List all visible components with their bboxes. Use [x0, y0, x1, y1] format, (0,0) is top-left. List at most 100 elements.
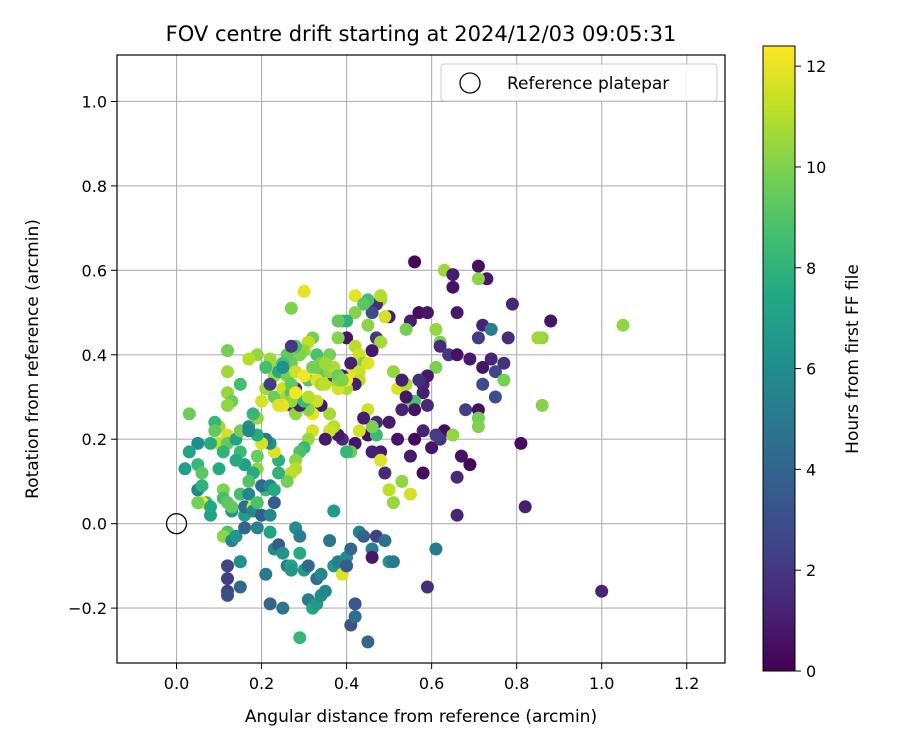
data-point	[242, 424, 256, 438]
data-point	[450, 306, 464, 320]
data-point	[204, 436, 217, 450]
data-point	[195, 479, 209, 493]
data-point	[429, 542, 443, 556]
data-point	[378, 310, 392, 324]
data-point	[327, 504, 341, 518]
y-axis-ticks: −0.2 0.0 0.2 0.4 0.6 0.8 1.0	[68, 92, 117, 618]
y-tick-label: 0.2	[82, 430, 107, 449]
data-point	[242, 487, 256, 501]
data-point	[382, 483, 396, 497]
data-point	[459, 403, 473, 417]
data-point	[357, 529, 371, 543]
data-point	[331, 314, 345, 328]
data-point	[505, 297, 519, 311]
x-tick-label: 0.0	[164, 674, 189, 693]
data-point	[497, 356, 511, 370]
data-point	[454, 449, 468, 463]
data-point	[225, 500, 239, 514]
data-point	[476, 360, 490, 374]
data-point	[229, 453, 243, 467]
data-point	[182, 407, 196, 421]
data-point	[233, 555, 247, 569]
data-point	[450, 470, 464, 484]
data-point	[357, 411, 371, 425]
data-point	[420, 306, 434, 320]
plot-frame	[116, 54, 726, 664]
data-point	[221, 344, 234, 358]
data-point	[484, 322, 498, 336]
data-point	[276, 360, 290, 374]
data-point	[374, 453, 388, 467]
data-point	[246, 407, 260, 421]
data-point	[318, 377, 332, 391]
data-point	[191, 436, 205, 450]
data-point	[446, 428, 460, 442]
data-point	[221, 559, 234, 573]
x-tick-label: 0.6	[419, 674, 444, 693]
data-point	[395, 474, 409, 488]
data-point	[263, 508, 277, 522]
data-point	[446, 280, 460, 294]
data-point	[616, 318, 630, 332]
data-point	[518, 500, 532, 514]
data-point	[484, 352, 498, 366]
data-point	[403, 449, 417, 463]
chart-title: FOV centre drift starting at 2024/12/03 …	[166, 22, 677, 46]
data-point	[378, 466, 392, 480]
colorbar-ticks: 0 2 4 6 8 10 12	[795, 57, 826, 681]
colorbar-tick-label: 10	[806, 158, 826, 177]
x-tick-label: 0.8	[504, 674, 529, 693]
data-point	[242, 474, 256, 488]
data-point	[221, 572, 234, 586]
data-point	[391, 432, 405, 446]
data-point	[399, 390, 413, 404]
data-point	[420, 398, 434, 412]
data-point	[416, 424, 430, 438]
y-tick-label: −0.2	[68, 599, 107, 618]
data-point	[318, 584, 332, 598]
data-point	[229, 529, 243, 543]
data-point	[378, 534, 392, 548]
data-point	[429, 428, 443, 442]
data-point	[221, 588, 234, 602]
data-point	[301, 390, 315, 404]
data-point	[365, 306, 379, 320]
data-point	[463, 458, 477, 472]
data-point	[255, 394, 269, 408]
data-point	[429, 360, 443, 374]
data-point	[365, 420, 379, 434]
data-point	[408, 432, 422, 446]
data-point	[361, 356, 375, 370]
data-point	[272, 398, 286, 412]
data-point	[259, 360, 273, 374]
colorbar-tick-label: 8	[806, 259, 816, 278]
data-point	[221, 365, 234, 379]
data-point	[416, 466, 430, 480]
data-point	[348, 597, 362, 611]
data-point	[250, 449, 264, 463]
data-point	[399, 322, 413, 336]
data-point	[340, 559, 354, 573]
colorbar-tick-label: 4	[806, 460, 816, 479]
grid	[117, 55, 725, 663]
data-point	[233, 580, 247, 594]
data-point	[297, 369, 311, 383]
data-point	[293, 529, 307, 543]
colorbar-label: Hours from first FF file	[843, 264, 863, 454]
data-point	[293, 631, 307, 645]
data-point	[535, 398, 549, 412]
data-point	[242, 352, 256, 366]
data-point	[289, 386, 303, 400]
y-tick-label: 0.8	[82, 177, 107, 196]
data-point	[267, 496, 281, 510]
data-point	[429, 322, 443, 336]
data-point	[323, 534, 337, 548]
data-point	[348, 306, 362, 320]
data-point	[335, 373, 349, 387]
data-point	[433, 339, 447, 353]
data-point	[284, 301, 298, 315]
data-point	[416, 386, 430, 400]
data-point	[361, 635, 375, 649]
reference-marker	[165, 513, 188, 535]
